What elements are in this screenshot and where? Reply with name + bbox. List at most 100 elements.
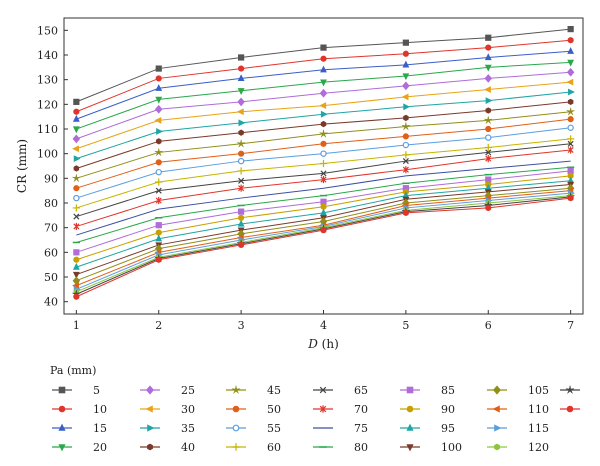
data-point bbox=[73, 165, 80, 172]
legend-title: Pa (mm) bbox=[50, 364, 96, 377]
data-point bbox=[320, 208, 327, 216]
data-point bbox=[402, 151, 410, 159]
legend-label: 95 bbox=[441, 422, 455, 435]
data-point bbox=[568, 88, 575, 96]
legend-marker bbox=[565, 385, 575, 394]
data-point bbox=[72, 282, 79, 290]
x-tick-label: 6 bbox=[485, 319, 492, 332]
series-35 bbox=[73, 88, 575, 163]
data-point bbox=[319, 159, 328, 168]
data-point bbox=[73, 256, 80, 263]
legend-label: 65 bbox=[354, 384, 368, 397]
legend-label: 90 bbox=[441, 403, 455, 416]
data-point bbox=[238, 119, 246, 127]
x-tick-label: 3 bbox=[238, 319, 245, 332]
data-point bbox=[485, 125, 492, 133]
data-point bbox=[72, 174, 81, 182]
legend-item: 35 bbox=[140, 422, 195, 435]
data-point bbox=[155, 256, 162, 263]
data-point bbox=[485, 204, 492, 212]
data-point bbox=[567, 98, 574, 106]
data-point bbox=[402, 50, 409, 57]
legend-marker bbox=[231, 385, 241, 394]
legend-marker bbox=[232, 405, 240, 413]
data-point bbox=[155, 222, 162, 229]
data-point bbox=[402, 141, 410, 149]
series-10 bbox=[73, 37, 574, 115]
series-50 bbox=[73, 116, 574, 192]
legend-label: 115 bbox=[528, 422, 549, 435]
data-point bbox=[73, 194, 80, 202]
data-point bbox=[238, 184, 245, 192]
data-point bbox=[566, 67, 575, 77]
y-tick-label: 90 bbox=[44, 172, 58, 185]
series-25 bbox=[72, 67, 575, 144]
legend-item: 130 bbox=[560, 405, 580, 413]
legend-item: 85 bbox=[400, 384, 455, 397]
legend-marker bbox=[319, 386, 327, 394]
x-tick-label: 7 bbox=[567, 319, 574, 332]
data-point bbox=[155, 96, 163, 104]
data-point bbox=[567, 47, 575, 54]
data-point bbox=[155, 178, 163, 186]
data-point bbox=[566, 107, 575, 116]
legend-marker bbox=[147, 424, 155, 432]
y-tick-label: 100 bbox=[37, 148, 58, 161]
y-tick-label: 150 bbox=[37, 24, 58, 37]
y-tick-label: 80 bbox=[44, 197, 58, 210]
data-point bbox=[402, 39, 409, 46]
data-point bbox=[72, 204, 80, 212]
data-point bbox=[72, 145, 79, 153]
data-point bbox=[402, 73, 410, 81]
data-point bbox=[154, 104, 163, 114]
legend-label: 35 bbox=[181, 422, 195, 435]
legend-marker bbox=[58, 405, 66, 413]
data-point bbox=[320, 140, 327, 147]
legend-item: 60 bbox=[226, 441, 281, 454]
legend-item: 15 bbox=[52, 422, 107, 435]
series-20 bbox=[72, 59, 575, 134]
data-point bbox=[72, 134, 81, 144]
data-point bbox=[72, 126, 80, 134]
series-lines bbox=[72, 26, 575, 300]
x-axis-title-variable: D bbox=[307, 337, 318, 351]
legend-marker bbox=[494, 424, 502, 432]
data-point bbox=[402, 209, 409, 216]
data-point bbox=[567, 26, 574, 33]
series-60 bbox=[72, 135, 575, 212]
x-axis-title-unit: (h) bbox=[318, 337, 339, 351]
data-point bbox=[401, 93, 409, 101]
data-point bbox=[238, 129, 244, 136]
data-point bbox=[155, 75, 162, 82]
data-point bbox=[484, 74, 493, 83]
data-point bbox=[567, 146, 574, 154]
data-point bbox=[402, 158, 409, 165]
legend-item: 120 bbox=[487, 441, 549, 454]
x-tick-label: 5 bbox=[402, 319, 409, 332]
data-point bbox=[73, 155, 81, 163]
data-point bbox=[320, 175, 327, 184]
data-point bbox=[154, 148, 163, 156]
data-point bbox=[320, 203, 327, 210]
data-point bbox=[567, 124, 574, 131]
legend-item: 105 bbox=[487, 384, 549, 397]
legend-label: 20 bbox=[93, 441, 107, 454]
data-point bbox=[238, 241, 245, 249]
data-point bbox=[319, 102, 327, 109]
data-point bbox=[401, 122, 410, 131]
y-tick-label: 110 bbox=[37, 123, 58, 136]
legend-label: 100 bbox=[441, 441, 462, 454]
series-75 bbox=[76, 160, 571, 236]
y-tick-label: 130 bbox=[37, 74, 58, 87]
data-point bbox=[320, 170, 327, 177]
legend-marker bbox=[494, 443, 500, 451]
legend-marker bbox=[58, 386, 66, 394]
data-point bbox=[155, 84, 163, 91]
data-point bbox=[319, 129, 328, 138]
data-point bbox=[154, 116, 162, 124]
legend-marker bbox=[493, 385, 501, 395]
data-point bbox=[236, 108, 244, 116]
legend-label: 10 bbox=[93, 403, 107, 416]
series-80 bbox=[72, 166, 575, 244]
legend-item: 90 bbox=[400, 403, 455, 416]
